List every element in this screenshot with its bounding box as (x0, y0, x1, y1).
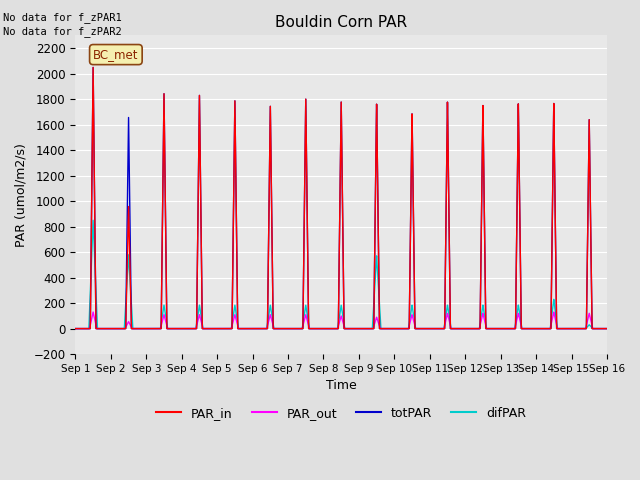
Title: Bouldin Corn PAR: Bouldin Corn PAR (275, 15, 407, 30)
Text: No data for f_zPAR1: No data for f_zPAR1 (3, 12, 122, 23)
Text: BC_met: BC_met (93, 48, 139, 61)
Text: No data for f_zPAR2: No data for f_zPAR2 (3, 26, 122, 37)
Y-axis label: PAR (umol/m2/s): PAR (umol/m2/s) (15, 143, 28, 247)
X-axis label: Time: Time (326, 379, 356, 392)
Legend: PAR_in, PAR_out, totPAR, difPAR: PAR_in, PAR_out, totPAR, difPAR (151, 402, 531, 425)
